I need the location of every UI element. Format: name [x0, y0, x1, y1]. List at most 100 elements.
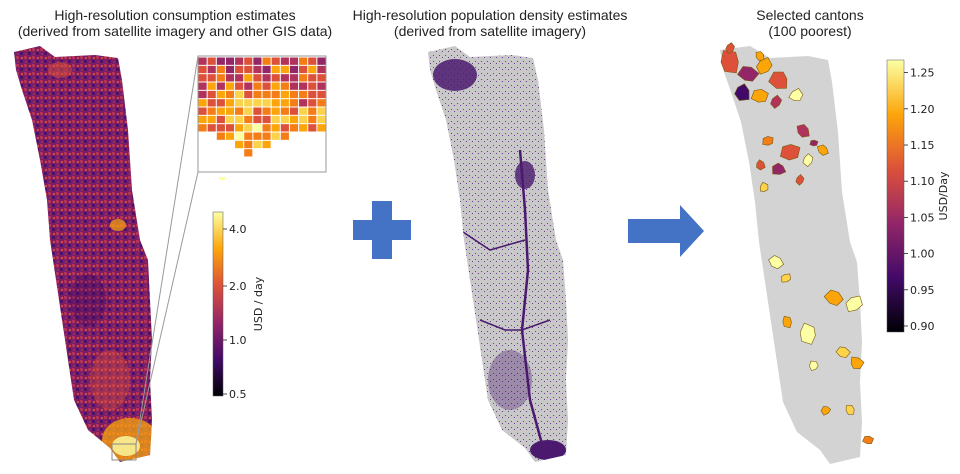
inset-cell	[280, 65, 289, 74]
canton-polygon	[845, 404, 855, 415]
inset-cell	[289, 124, 299, 132]
colorbar-tick-label: 2.0	[229, 280, 247, 293]
population-map	[428, 46, 568, 462]
inset-cell	[253, 57, 262, 65]
inset-cell	[207, 74, 216, 82]
inset-cell	[198, 107, 207, 115]
canton-polygon	[759, 181, 769, 192]
road-network	[479, 319, 551, 331]
inset-cell	[207, 65, 216, 74]
zoom-inset	[197, 55, 327, 180]
inset-cell	[244, 65, 253, 74]
inset-cell	[317, 74, 326, 82]
inset-cell	[198, 74, 207, 82]
inset-cell	[235, 140, 244, 149]
inset-cell	[253, 99, 262, 107]
inset-cell	[289, 65, 299, 74]
inset-cell	[225, 115, 235, 124]
inset-cell	[225, 74, 235, 82]
canton-polygon	[782, 316, 792, 329]
consumption-hotspots	[48, 62, 152, 462]
inset-cell	[308, 90, 317, 99]
inset-cell	[253, 132, 262, 140]
inset-cell	[262, 74, 271, 82]
canton-polygon	[820, 406, 832, 416]
inset-cell	[198, 99, 207, 107]
population-title-line1: High-resolution population density estim…	[352, 7, 628, 23]
inset-cell	[299, 74, 308, 82]
inset-cell	[271, 124, 280, 132]
inset-cell	[253, 107, 262, 115]
inset-cell	[225, 57, 235, 65]
inset-cell	[244, 132, 253, 140]
inset-cell	[308, 65, 317, 74]
inset-cell	[216, 99, 225, 107]
inset-cell	[225, 82, 235, 90]
togo-consumption-shape	[14, 46, 152, 462]
inset-cell	[289, 57, 299, 65]
inset-cell	[244, 107, 253, 115]
settlement-cluster	[488, 350, 532, 410]
inset-cell	[244, 57, 253, 65]
inset-cell	[235, 99, 244, 107]
inset-cell	[299, 107, 308, 115]
inset-cell	[308, 124, 317, 132]
inset-cell	[289, 107, 299, 115]
inset-cell	[253, 90, 262, 99]
inset-cell	[216, 124, 225, 132]
inset-cell	[262, 124, 271, 132]
colorbar-tick-label: 4.0	[229, 223, 247, 236]
canton-polygon	[725, 42, 735, 55]
colorbar-tick-label: 1.10	[910, 175, 935, 188]
cantons-title-line1: Selected cantons	[756, 7, 864, 23]
population-panel-title: High-resolution population density estim…	[340, 7, 640, 39]
inset-cell	[253, 82, 262, 90]
inset-cell	[207, 57, 216, 65]
inset-cell	[299, 115, 308, 124]
consumption-panel-title: High-resolution consumption estimates (d…	[5, 7, 345, 39]
inset-stray-pixel	[219, 177, 225, 180]
colorbar-tick-label: 1.05	[910, 211, 935, 224]
inset-cell	[271, 115, 280, 124]
canton-polygon	[796, 124, 810, 138]
inset-cell	[244, 140, 253, 149]
consumption-title-line2: (derived from satellite imagery and othe…	[17, 23, 333, 39]
inset-cell	[280, 115, 289, 124]
colorbar-tick-label: 1.00	[910, 248, 935, 261]
cantons-panel-title: Selected cantons (100 poorest)	[745, 7, 875, 39]
canton-polygon	[816, 144, 829, 156]
inset-cell	[198, 82, 207, 90]
inset-cell	[235, 82, 244, 90]
inset-cell	[271, 107, 280, 115]
inset-cell	[308, 99, 317, 107]
inset-cell	[280, 57, 289, 65]
consumption-colorbar-label: USD / day	[252, 276, 265, 331]
inset-cell	[317, 99, 326, 107]
inset-cell	[216, 65, 225, 74]
inset-cell	[289, 82, 299, 90]
inset-cell	[235, 107, 244, 115]
consumption-title-line1: High-resolution consumption estimates	[54, 7, 296, 23]
inset-cell	[317, 107, 326, 115]
inset-cell	[280, 107, 289, 115]
canton-polygon	[772, 162, 787, 175]
inset-cell	[289, 90, 299, 99]
zoom-leader-line	[135, 171, 199, 445]
inset-cell	[225, 65, 235, 74]
colorbar-tick-label: 1.25	[910, 67, 935, 80]
inset-cell	[216, 74, 225, 82]
inset-cell	[317, 90, 326, 99]
inset-cell	[207, 124, 216, 132]
settlement-cluster	[433, 59, 477, 91]
inset-cell	[299, 82, 308, 90]
inset-cell	[271, 74, 280, 82]
inset-cell	[225, 132, 235, 140]
inset-cell	[198, 90, 207, 99]
population-title-line2: (derived from satellite imagery)	[393, 23, 587, 39]
settlement-cluster	[530, 440, 566, 460]
canton-polygon	[770, 94, 783, 109]
inset-cell	[262, 65, 271, 74]
zoom-source-box	[111, 443, 137, 461]
inset-cell	[308, 107, 317, 115]
